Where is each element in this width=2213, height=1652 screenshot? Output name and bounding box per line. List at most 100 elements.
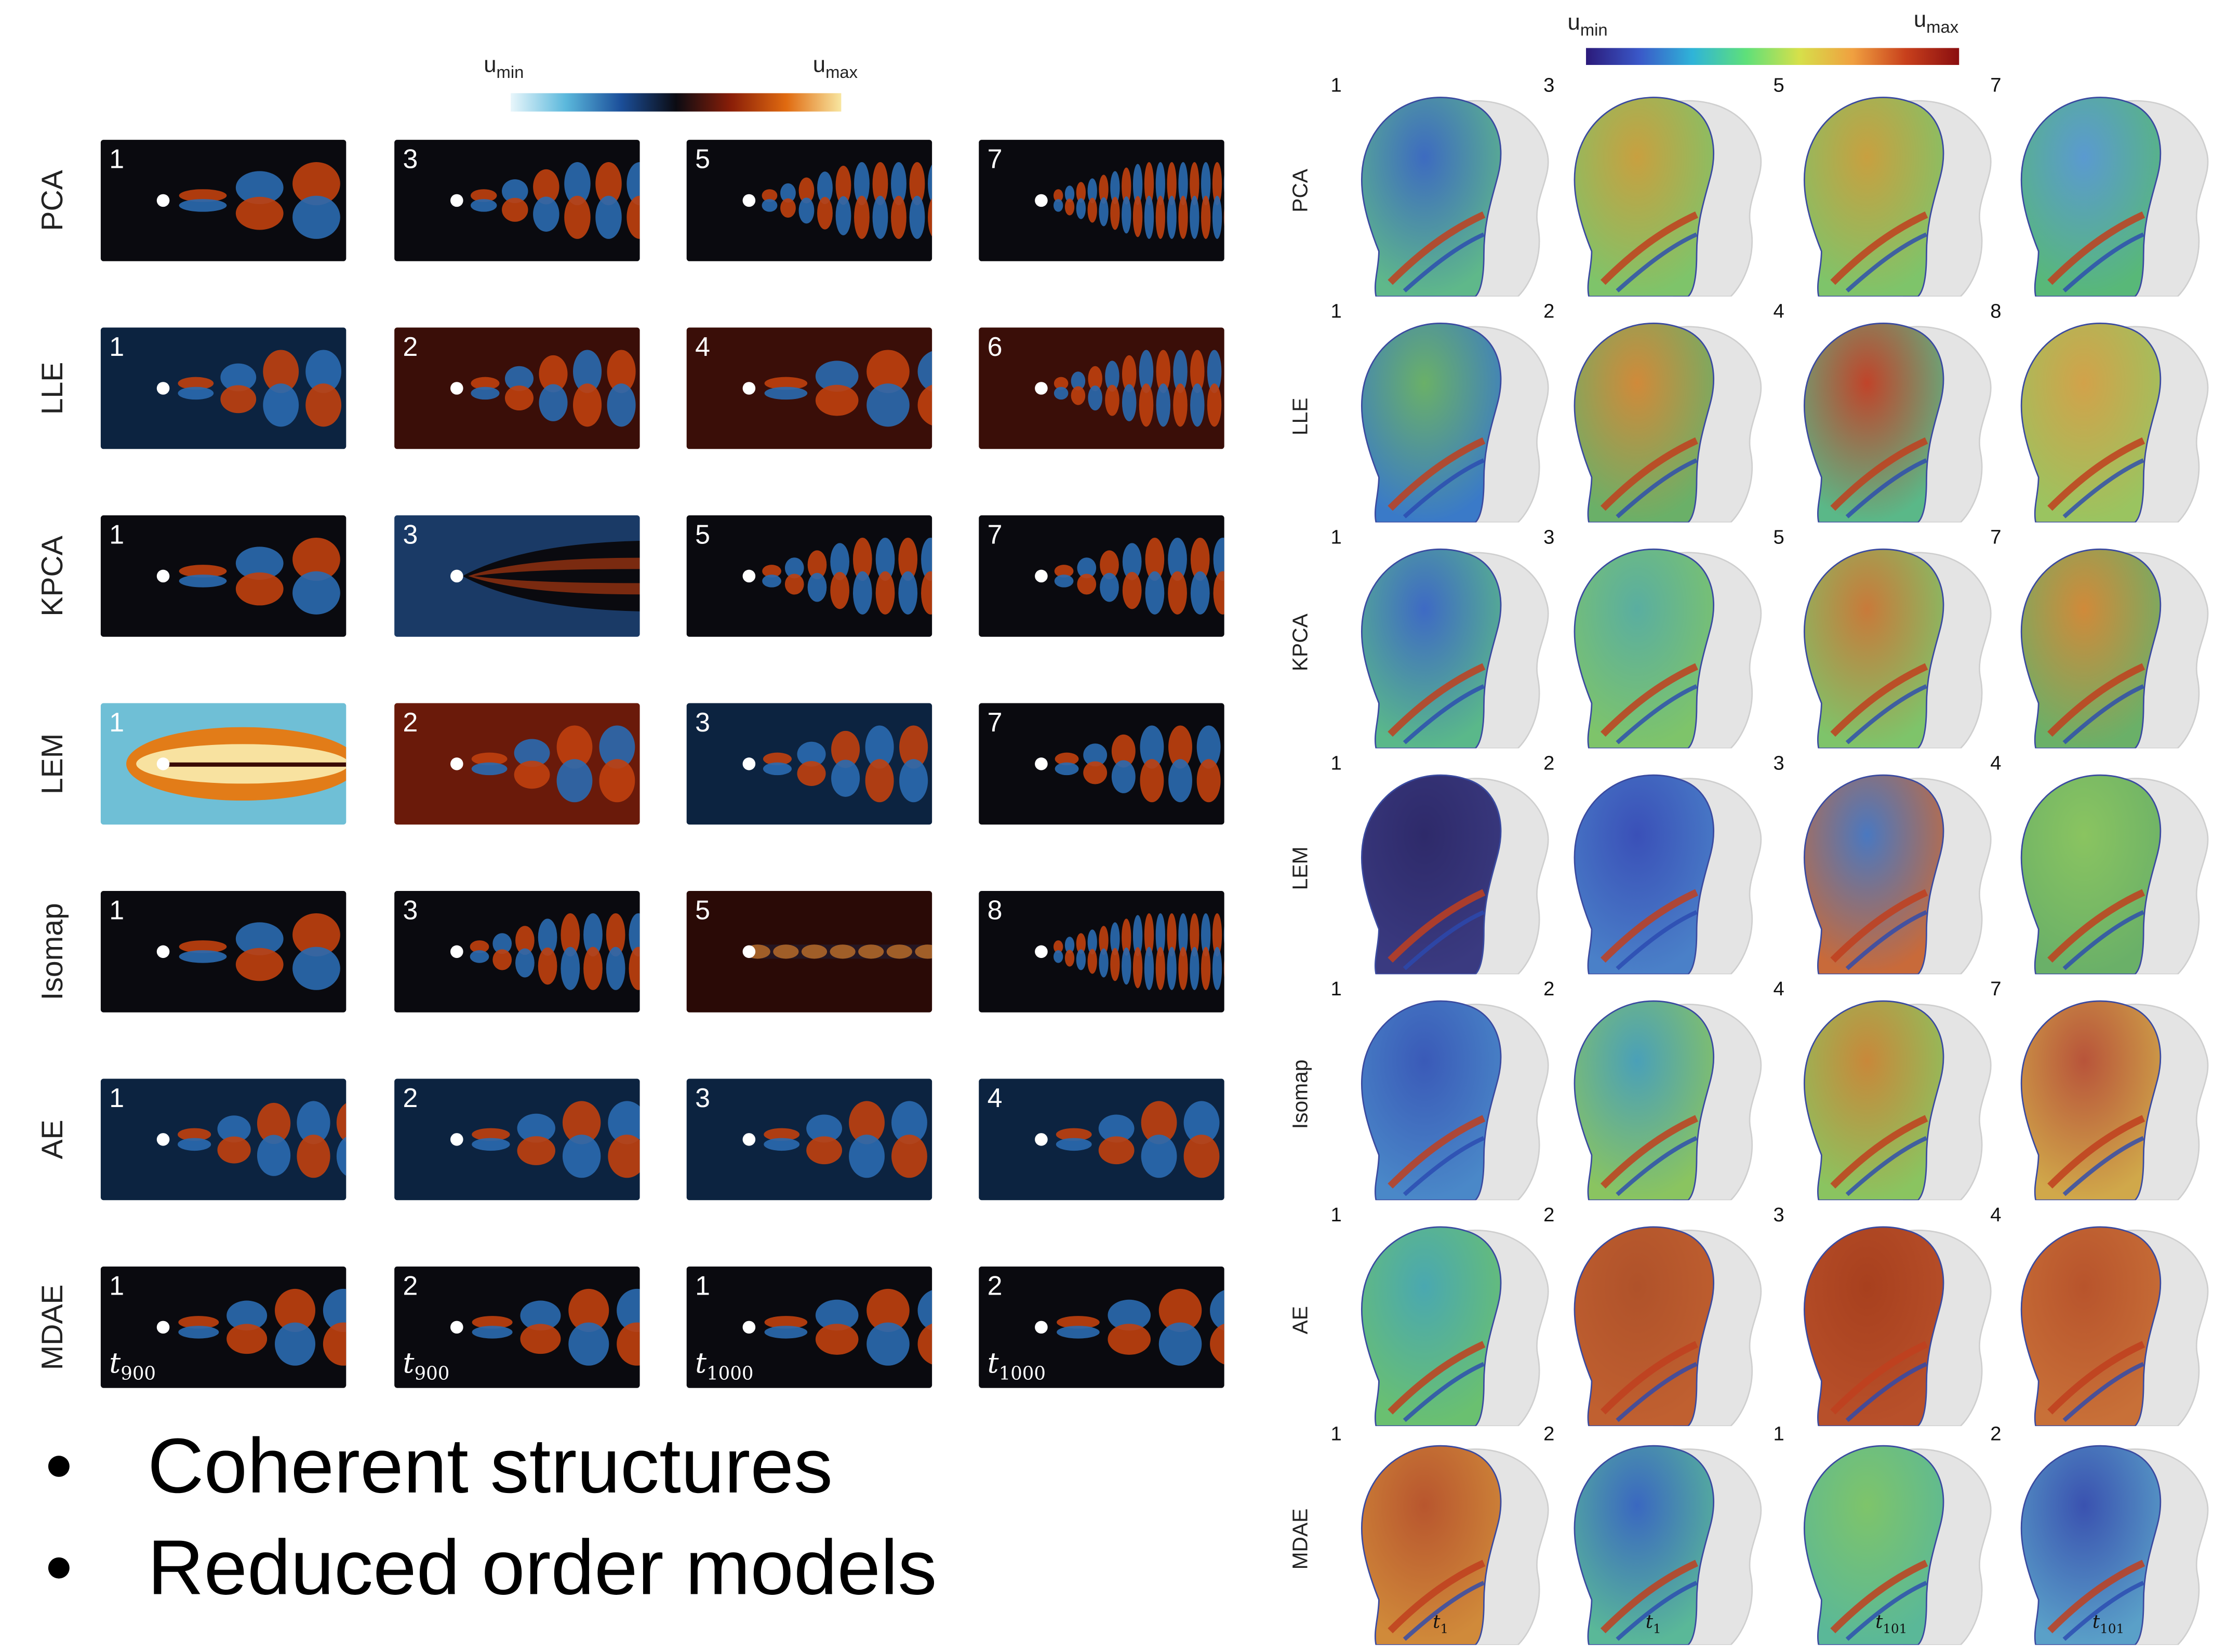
surface-field — [1348, 763, 1561, 975]
left-mode-panel: 1 — [101, 515, 346, 637]
left-row-label-ae: AE — [37, 1120, 71, 1159]
mode-number: 8 — [988, 897, 1003, 928]
time-subscript: 1000 — [999, 1364, 1046, 1385]
right-mode-panel — [1790, 85, 2003, 297]
mode-number: 1 — [109, 1272, 124, 1303]
time-label: t1 — [1433, 1613, 1448, 1637]
left-row-label-mdae: MDAE — [37, 1284, 71, 1370]
right-mode-panel — [1561, 537, 1774, 749]
time-subscript: 1000 — [706, 1364, 753, 1385]
mode-number: 2 — [1543, 977, 1554, 1000]
mode-number: 1 — [109, 333, 124, 364]
mode-number: 4 — [695, 333, 710, 364]
mode-number: 1 — [1330, 751, 1341, 774]
time-label: t101 — [1875, 1613, 1907, 1637]
left-mode-panel: 2 — [394, 1078, 639, 1200]
time-label: t101 — [2092, 1613, 2124, 1637]
right-colorbar-min-label: umin — [1568, 11, 1608, 40]
mode-number: 3 — [1543, 73, 1554, 96]
left-mode-panel: 1 — [101, 140, 346, 261]
flow-field — [394, 328, 639, 449]
mode-number: 4 — [988, 1084, 1003, 1115]
flow-field — [687, 703, 932, 825]
left-mode-panel: 5 — [687, 140, 932, 261]
right-mode-panel — [2007, 1214, 2213, 1426]
left-mode-panel: 4 — [979, 1078, 1224, 1200]
left-mode-panel: 2 — [394, 328, 639, 449]
time-subscript: 900 — [415, 1364, 450, 1385]
left-mode-panel: 5 — [687, 515, 932, 637]
flow-field — [394, 891, 639, 1012]
flow-field — [101, 515, 346, 637]
bullet-dot-icon — [48, 1556, 70, 1578]
surface-field — [1790, 537, 2003, 749]
right-row-label-pca: PCA — [1289, 169, 1313, 212]
time-subscript: 101 — [2100, 1623, 2124, 1637]
left-mode-panel: 1 — [101, 328, 346, 449]
time-label: t900 — [109, 1345, 156, 1385]
mode-number: 3 — [695, 1084, 710, 1115]
left-mode-panel: 4 — [687, 328, 932, 449]
right-mode-panel — [1348, 311, 1561, 523]
time-subscript: 101 — [1883, 1623, 1907, 1637]
mode-number: 2 — [403, 1084, 418, 1115]
flow-field — [687, 515, 932, 637]
right-mode-panel — [2007, 85, 2213, 297]
right-row-label-ae: AE — [1289, 1306, 1313, 1334]
left-mode-panel: 7 — [979, 140, 1224, 261]
bullet-text: Coherent structures — [148, 1415, 833, 1516]
flow-field — [101, 140, 346, 261]
left-mode-panel: 3 — [394, 515, 639, 637]
left-mode-panel: 3 — [394, 140, 639, 261]
bullet-item: Reduced order models — [43, 1516, 937, 1618]
bullet-list: Coherent structures Reduced order models — [43, 1415, 937, 1618]
left-mode-panel: 1 — [101, 891, 346, 1012]
mode-number: 3 — [695, 709, 710, 740]
left-mode-panel: 1 — [101, 1078, 346, 1200]
flow-field — [394, 1078, 639, 1200]
flow-field — [979, 891, 1224, 1012]
time-label: t1000 — [988, 1345, 1046, 1385]
right-mode-panel — [1790, 989, 2003, 1201]
surface-field — [1348, 311, 1561, 523]
surface-field — [1348, 989, 1561, 1201]
right-row-label-lem: LEM — [1289, 847, 1313, 890]
left-mode-panel: 3 — [687, 1078, 932, 1200]
left-mode-panel: 8 — [979, 891, 1224, 1012]
surface-field — [1561, 537, 1774, 749]
flow-field — [101, 703, 346, 825]
flow-field — [687, 328, 932, 449]
right-mode-panel — [1348, 1433, 1561, 1645]
flow-field — [394, 703, 639, 825]
flow-field — [979, 140, 1224, 261]
right-mode-panel — [1561, 85, 1774, 297]
surface-field — [2007, 1214, 2213, 1426]
mode-number: 3 — [1543, 525, 1554, 548]
surface-field — [1348, 537, 1561, 749]
surface-field — [1561, 989, 1774, 1201]
right-colorbar-max-label: umax — [1914, 8, 1958, 37]
right-mode-panel — [1348, 85, 1561, 297]
left-mode-panel: 1 t900 — [101, 1267, 346, 1388]
right-mode-panel — [1348, 537, 1561, 749]
mode-number: 3 — [403, 145, 418, 177]
mode-number: 7 — [988, 521, 1003, 552]
mode-number: 7 — [1990, 73, 2001, 96]
surface-field — [1790, 763, 2003, 975]
flow-field — [394, 140, 639, 261]
mode-number: 2 — [403, 333, 418, 364]
mode-number: 2 — [1990, 1422, 2001, 1444]
surface-field — [1790, 989, 2003, 1201]
mode-number: 2 — [403, 709, 418, 740]
mode-number: 3 — [403, 897, 418, 928]
right-mode-panel — [1790, 311, 2003, 523]
right-row-label-lle: LLE — [1289, 397, 1313, 435]
surface-field — [2007, 311, 2213, 523]
mode-number: 1 — [109, 145, 124, 177]
surface-field — [1790, 1214, 2003, 1426]
time-subscript: 1 — [1653, 1623, 1661, 1637]
mode-number: 1 — [109, 1084, 124, 1115]
right-row-label-mdae: MDAE — [1289, 1509, 1313, 1570]
